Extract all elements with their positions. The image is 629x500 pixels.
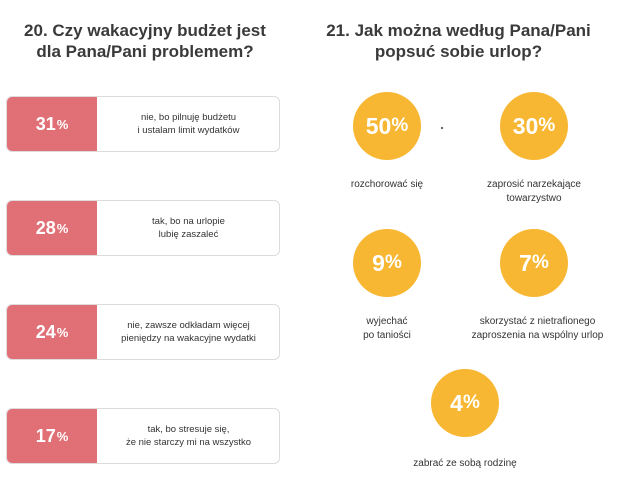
label-line1: nie, bo pilnuję budżetu xyxy=(140,112,237,123)
q20-title: 20. Czy wakacyjny budżet jest dla Pana/P… xyxy=(4,20,286,62)
label-line2: że nie starczy mi na wszystko xyxy=(125,437,252,448)
q20-answer-4-label: tak, bo stresuje się, że nie starczy mi n… xyxy=(102,409,275,463)
percent-value: 50 xyxy=(365,112,392,139)
q20-answer-3-percent: 24% xyxy=(7,305,97,359)
q20-answer-1-percent: 31% xyxy=(7,97,97,151)
q20-title-line1: 20. Czy wakacyjny budżet jest xyxy=(24,21,266,40)
q21-answer-1-circle: 50% xyxy=(353,92,421,160)
q21-answer-3-circle: 9% xyxy=(353,229,421,297)
q20-answer-3-label: nie, zawsze odkładam więcej pieniędzy na … xyxy=(102,305,275,359)
percent-value: 17 xyxy=(35,425,56,446)
percent-value: 4 xyxy=(450,389,463,416)
label-line2: i ustalam limit wydatków xyxy=(137,125,240,136)
label-line1: rozchorować się xyxy=(350,179,424,190)
q21-title: 21. Jak można według Pana/Pani popsuć so… xyxy=(306,20,611,62)
label-line2: po taniości xyxy=(363,330,411,341)
decorative-dot xyxy=(441,127,443,129)
label-line2: zaproszenia na wspólny urlop xyxy=(471,330,604,341)
label-line1: nie, zawsze odkładam więcej xyxy=(127,320,250,331)
percent-value: 31 xyxy=(35,113,56,134)
q21-title-line2: popsuć sobie urlop? xyxy=(374,42,543,61)
q20-answer-1: 31% nie, bo pilnuję budżetu i ustalam lim… xyxy=(6,96,280,152)
label-line1: zaprosić narzekające xyxy=(487,179,581,190)
percent-sign: % xyxy=(56,116,69,132)
percent-value: 9 xyxy=(372,249,385,276)
label-line1: tak, bo na urlopie xyxy=(152,216,225,227)
percent-sign: % xyxy=(462,392,480,413)
percent-sign: % xyxy=(538,115,556,136)
q20-answer-4: 17% tak, bo stresuje się, że nie starczy … xyxy=(6,408,280,464)
q21-answer-5-label: zabrać ze sobą rodzinę xyxy=(385,457,545,471)
percent-sign: % xyxy=(56,428,69,444)
q21-answer-2-label: zaprosić narzekające towarzystwo xyxy=(459,178,609,206)
q21-title-line1: 21. Jak można według Pana/Pani xyxy=(326,21,591,40)
percent-value: 28 xyxy=(35,217,56,238)
q21-answer-4-circle: 7% xyxy=(500,229,568,297)
q20-title-line2: dla Pana/Pani problemem? xyxy=(36,42,254,61)
q20-answer-2-percent: 28% xyxy=(7,201,97,255)
q21-answer-2-circle: 30% xyxy=(500,92,568,160)
label-line2: towarzystwo xyxy=(506,193,562,204)
percent-value: 30 xyxy=(512,112,539,139)
q20-answer-4-percent: 17% xyxy=(7,409,97,463)
q21-answer-5-circle: 4% xyxy=(431,369,499,437)
label-line1: skorzystać z nietrafionego xyxy=(479,316,596,327)
label-line1: tak, bo stresuje się, xyxy=(147,424,230,435)
q20-answer-2-label: tak, bo na urlopie lubię zaszaleć xyxy=(102,201,275,255)
label-line1: zabrać ze sobą rodzinę xyxy=(413,458,517,469)
q21-answer-1-label: rozchorować się xyxy=(317,178,457,192)
percent-sign: % xyxy=(391,115,409,136)
percent-sign: % xyxy=(531,252,549,273)
percent-value: 7 xyxy=(519,249,532,276)
q20-answer-2: 28% tak, bo na urlopie lubię zaszaleć xyxy=(6,200,280,256)
percent-sign: % xyxy=(56,220,69,236)
percent-sign: % xyxy=(384,252,402,273)
q21-answer-4-label: skorzystać z nietrafionego zaproszenia n… xyxy=(450,315,625,343)
label-line2: lubię zaszaleć xyxy=(158,229,219,240)
q20-answer-1-label: nie, bo pilnuję budżetu i ustalam limit w… xyxy=(102,97,275,151)
label-line2: pieniędzy na wakacyjne wydatki xyxy=(121,333,256,344)
q21-answer-3-label: wyjechać po taniości xyxy=(317,315,457,343)
label-line1: wyjechać xyxy=(366,316,408,327)
percent-sign: % xyxy=(56,324,69,340)
q20-answer-3: 24% nie, zawsze odkładam więcej pieniędzy… xyxy=(6,304,280,360)
percent-value: 24 xyxy=(35,321,56,342)
